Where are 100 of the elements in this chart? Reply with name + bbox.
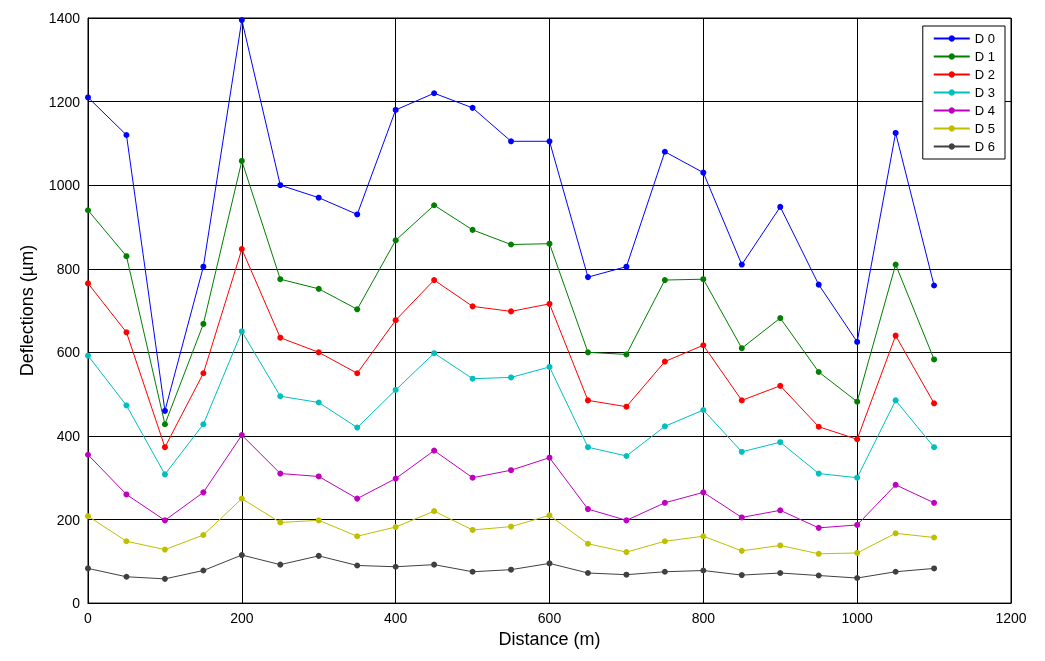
- point: [623, 549, 630, 556]
- point: [546, 138, 553, 145]
- point: [392, 237, 399, 244]
- point: [200, 531, 207, 538]
- point: [854, 436, 861, 443]
- point: [161, 421, 168, 428]
- point: [161, 517, 168, 524]
- point: [85, 565, 91, 572]
- legend-label: D 5: [974, 121, 995, 136]
- point: [738, 572, 745, 579]
- y-tick-label: 200: [56, 511, 81, 528]
- point: [200, 421, 207, 428]
- point: [508, 566, 515, 573]
- point: [123, 402, 130, 409]
- point: [854, 549, 861, 556]
- point: [584, 444, 591, 451]
- x-tick-label: 1200: [995, 610, 1027, 627]
- y-tick-label: 1200: [48, 93, 81, 110]
- point: [700, 567, 707, 574]
- point: [931, 356, 938, 363]
- point: [85, 352, 91, 359]
- point: [661, 499, 668, 506]
- point: [815, 368, 822, 375]
- point: [469, 474, 476, 481]
- point: [238, 328, 245, 335]
- point: [431, 447, 438, 454]
- legend-label: D 0: [974, 31, 995, 46]
- point: [277, 276, 284, 283]
- point: [738, 448, 745, 455]
- point: [161, 546, 168, 553]
- point: [623, 351, 630, 358]
- point: [854, 398, 861, 405]
- point: [892, 397, 899, 404]
- point: [623, 571, 630, 578]
- point: [777, 382, 784, 389]
- point: [85, 94, 91, 101]
- point: [354, 495, 361, 502]
- point: [161, 444, 168, 451]
- point: [892, 129, 899, 136]
- point: [584, 570, 591, 577]
- point: [315, 473, 322, 480]
- point: [277, 182, 284, 189]
- point: [392, 524, 399, 531]
- point: [123, 329, 130, 336]
- point: [777, 203, 784, 210]
- point: [431, 90, 438, 97]
- point: [777, 507, 784, 514]
- point: [469, 526, 476, 533]
- point: [738, 261, 745, 268]
- point: [508, 374, 515, 381]
- point: [431, 202, 438, 209]
- y-axis-title: Deflections (µm): [17, 244, 37, 377]
- point: [508, 241, 515, 248]
- point: [238, 552, 245, 559]
- point: [508, 138, 515, 145]
- point: [584, 540, 591, 547]
- point: [584, 506, 591, 513]
- point: [469, 568, 476, 575]
- point: [892, 481, 899, 488]
- point: [815, 423, 822, 430]
- point: [238, 17, 245, 24]
- point: [854, 575, 861, 582]
- point: [123, 132, 130, 139]
- point: [508, 523, 515, 530]
- point: [623, 517, 630, 524]
- point: [354, 533, 361, 540]
- point: [623, 263, 630, 270]
- point: [315, 194, 322, 201]
- point: [931, 282, 938, 289]
- point: [392, 386, 399, 393]
- point: [354, 211, 361, 218]
- point: [315, 552, 322, 559]
- point: [431, 350, 438, 357]
- point: [161, 407, 168, 414]
- point: [854, 338, 861, 345]
- point: [200, 567, 207, 574]
- y-tick-label: 600: [56, 344, 81, 361]
- point: [200, 489, 207, 496]
- point: [315, 285, 322, 292]
- point: [277, 393, 284, 400]
- point: [815, 524, 822, 531]
- legend-label: D 6: [974, 139, 995, 154]
- y-tick-label: 400: [56, 427, 81, 444]
- point: [392, 563, 399, 570]
- legend-label: D 3: [974, 85, 995, 100]
- point: [777, 315, 784, 322]
- y-tick-label: 800: [56, 260, 81, 277]
- y-tick-label: 1000: [48, 177, 81, 194]
- point: [200, 320, 207, 327]
- point: [123, 538, 130, 545]
- point: [661, 358, 668, 365]
- point: [354, 306, 361, 313]
- point: [123, 253, 130, 260]
- point: [431, 277, 438, 284]
- point: [584, 274, 591, 281]
- point: [85, 451, 91, 458]
- x-axis-title: Distance (m): [498, 629, 601, 649]
- point: [508, 308, 515, 315]
- point: [738, 547, 745, 554]
- point: [700, 342, 707, 349]
